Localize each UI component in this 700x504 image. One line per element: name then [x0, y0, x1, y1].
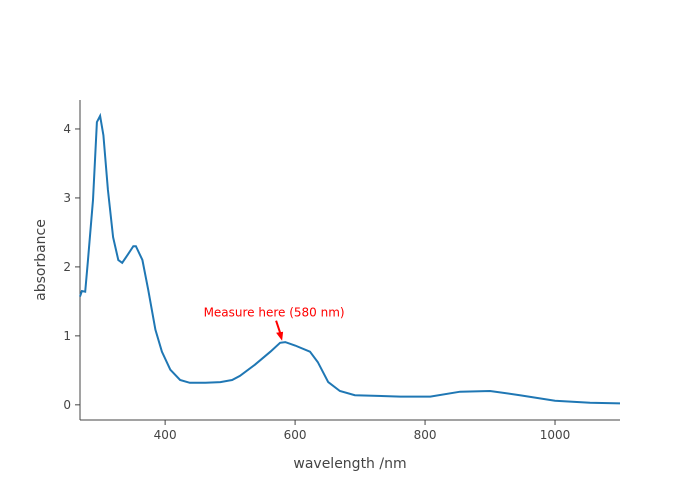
x-tick-label: 600	[284, 428, 307, 442]
y-tick-label: 4	[63, 122, 71, 136]
annotation-arrowhead	[276, 331, 284, 341]
x-tick-label: 400	[154, 428, 177, 442]
y-tick-label: 1	[63, 329, 71, 343]
y-tick-label: 2	[63, 260, 71, 274]
series-line-absorbance	[79, 112, 621, 405]
annotation-text: Measure here (580 nm)	[204, 306, 345, 320]
x-axis-label: wavelength /nm	[293, 456, 406, 472]
y-tick-label: 0	[63, 398, 71, 412]
y-tick-label: 3	[63, 191, 71, 205]
x-tick-label: 1000	[540, 428, 571, 442]
y-axis-label: absorbance	[33, 219, 49, 301]
x-tick-label: 800	[414, 428, 437, 442]
